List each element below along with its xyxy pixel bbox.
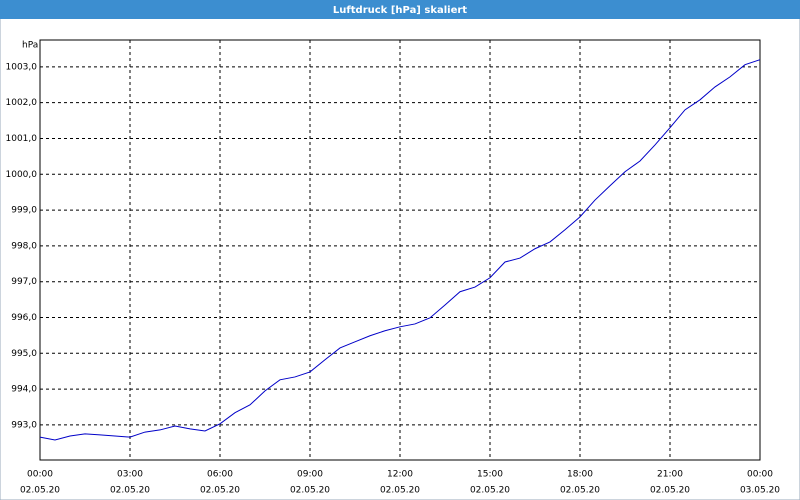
y-tick-label: 993,0 bbox=[11, 420, 37, 430]
chart-title: Luftdruck [hPa] skaliert bbox=[333, 5, 467, 16]
x-tick-label: 15:00 bbox=[477, 470, 503, 480]
x-tick-date: 02.05.20 bbox=[20, 486, 60, 496]
x-tick-date: 02.05.20 bbox=[110, 486, 150, 496]
x-tick-date: 02.05.20 bbox=[560, 486, 600, 496]
y-tick-label: 1001,0 bbox=[6, 134, 38, 144]
x-tick-date: 03.05.20 bbox=[740, 486, 780, 496]
x-tick-label: 06:00 bbox=[207, 470, 233, 480]
x-tick-date: 02.05.20 bbox=[290, 486, 330, 496]
x-tick-date: 02.05.20 bbox=[470, 486, 510, 496]
y-tick-label: 995,0 bbox=[11, 349, 37, 359]
y-tick-label: 1003,0 bbox=[6, 62, 38, 72]
y-tick-label: 998,0 bbox=[11, 241, 37, 251]
x-tick-label: 03:00 bbox=[117, 470, 143, 480]
x-tick-date: 02.05.20 bbox=[200, 486, 240, 496]
title-bar bbox=[0, 0, 800, 19]
y-tick-label: 996,0 bbox=[11, 313, 37, 323]
y-tick-label: 1002,0 bbox=[6, 98, 38, 108]
y-tick-label: 994,0 bbox=[11, 385, 37, 395]
y-tick-label: 999,0 bbox=[11, 206, 37, 216]
x-tick-label: 09:00 bbox=[297, 470, 323, 480]
data-line bbox=[39, 59, 761, 441]
y-tick-label: 1000,0 bbox=[6, 170, 38, 180]
x-tick-label: 18:00 bbox=[567, 470, 593, 480]
x-tick-label: 12:00 bbox=[387, 470, 413, 480]
x-tick-date: 02.05.20 bbox=[650, 486, 690, 496]
y-tick-label: 997,0 bbox=[11, 277, 37, 287]
y-axis-label: hPa bbox=[22, 41, 38, 51]
x-tick-label: 21:00 bbox=[657, 470, 683, 480]
x-tick-date: 02.05.20 bbox=[380, 486, 420, 496]
x-tick-label: 00:00 bbox=[747, 470, 773, 480]
x-tick-label: 00:00 bbox=[27, 470, 53, 480]
